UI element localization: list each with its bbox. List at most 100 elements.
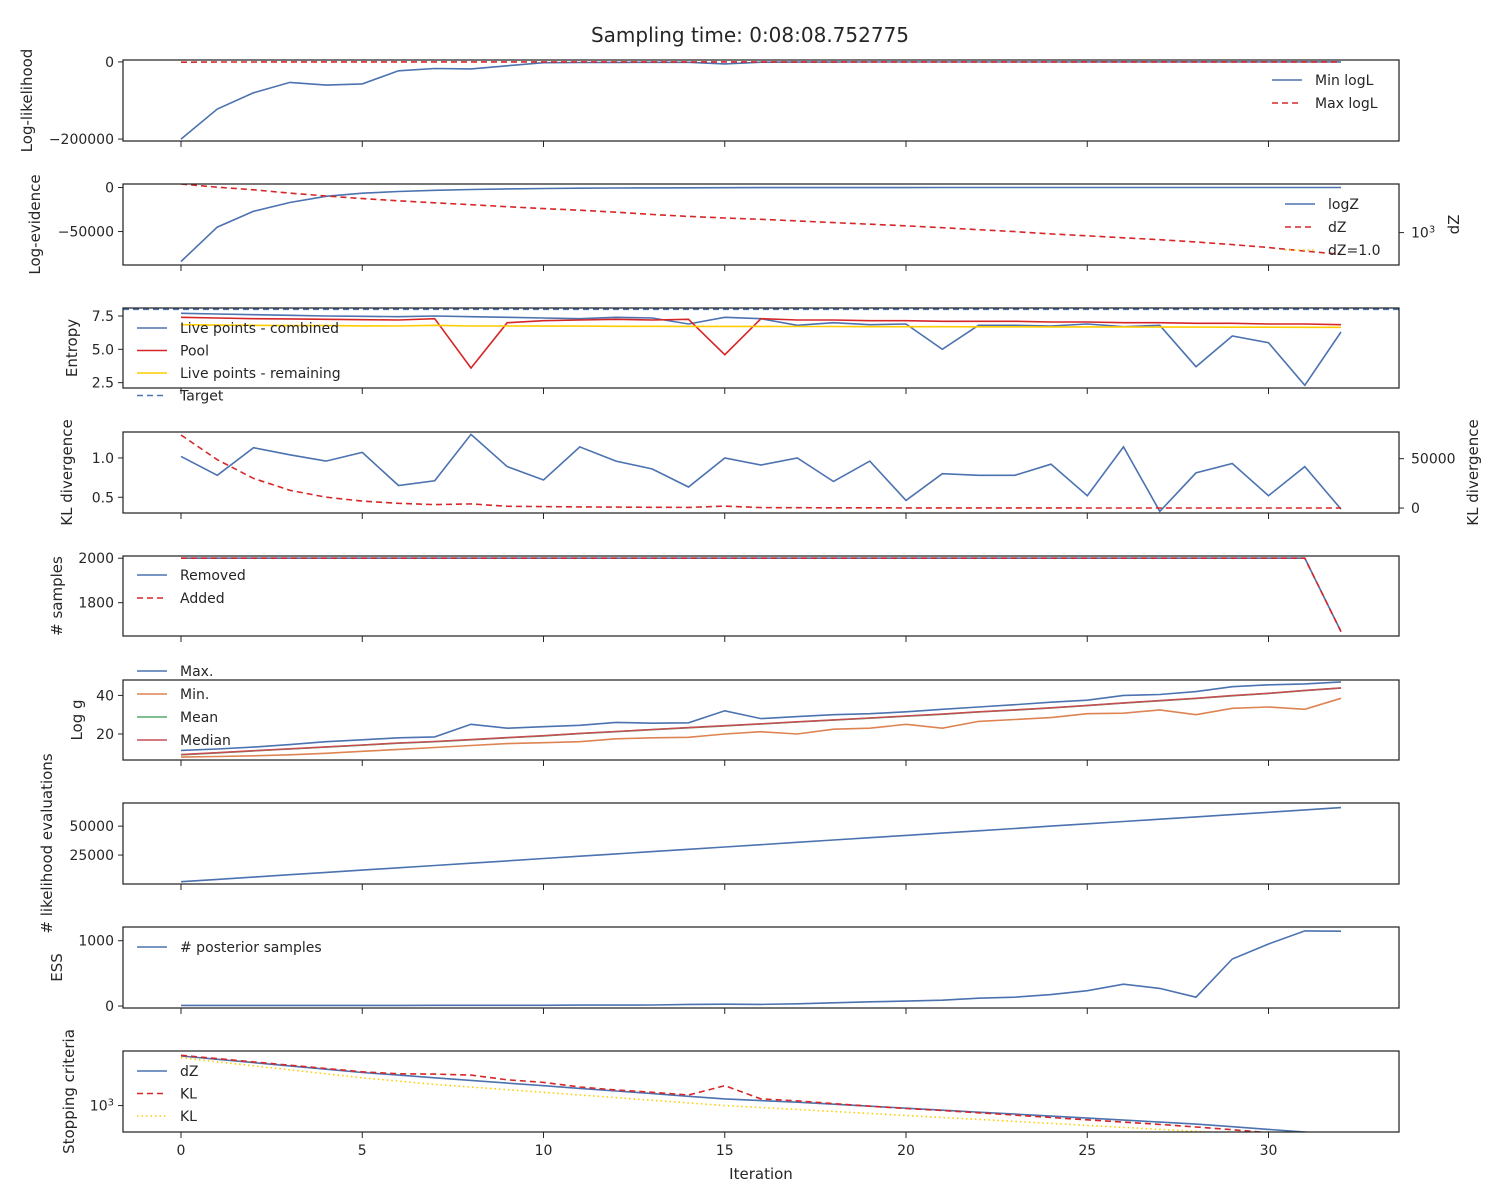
y-tick-label: 50000 [69,819,114,835]
x-tick-label: 20 [897,1143,915,1159]
legend-entry: Added [180,591,225,607]
y-tick-label: 20 [96,727,114,743]
series-group [180,61,1341,140]
y-tick-label: 1800 [78,596,114,612]
y-axis-label: Stopping criteria [60,1029,78,1154]
legend-entry: logZ [1328,197,1359,213]
panel-loglikelihood: 0 −200000 Log-likelihood Min logL Max logL [18,49,1400,153]
panel-kl: 1.0 0.5 50000 0 KL divergence KL divergence [58,419,1482,525]
panel-ess: 1000 0 ESS # posterior samples [48,926,1400,1015]
series-group [123,308,1399,387]
panel-samples: 2000 1800 # samples Removed Added [48,551,1400,642]
legend: Removed Added [137,568,246,607]
series-line-0 [180,433,1342,513]
legend-entry: Removed [180,568,246,584]
series-live-points-combined [180,312,1342,387]
series-kl [180,1054,1270,1132]
legend: logZ dZ dZ=1.0 [1285,197,1380,259]
series-group [180,433,1342,513]
x-tick-label: 5 [358,1143,367,1159]
figure-title: Sampling time: 0:08:08.752775 [591,23,909,47]
series-added [181,557,1342,632]
legend-entry: Mean [180,710,218,726]
y-tick-label: 0 [105,999,114,1015]
series-median [180,687,1342,756]
y-axis-label: KL divergence [58,419,76,525]
series-dz [180,1055,1316,1132]
y-tick-label: 2.5 [92,376,114,392]
series-min-logl [180,61,1341,140]
legend-entry: Median [180,733,231,749]
y2-axis-label: dZ [1445,215,1463,235]
series--posterior-samples [181,930,1342,1007]
y-axis-label: Log-evidence [26,174,44,274]
panels: 0 −200000 Log-likelihood Min logL Max logL 0 −… [18,49,1482,1159]
legend-entry: Live points - remaining [180,366,341,382]
plot-frame [122,307,1400,389]
legend-entry: dZ [1328,220,1346,236]
y-tick-label: 0 [105,181,114,197]
y-axis-label: # samples [48,556,66,636]
y-tick-label: −50000 [58,225,114,241]
y-tick-label: 2000 [78,551,114,567]
legend-entry: Min logL [1315,73,1374,89]
legend: Min logL Max logL [1272,73,1378,112]
series-group [181,557,1342,632]
y-tick-label: 0.5 [92,490,114,506]
legend-entry: KL [180,1109,197,1125]
legend: dZ KL KL [137,1064,198,1125]
series-max- [180,681,1342,752]
y-tick-label: 7.5 [92,309,114,325]
legend-entry: Target [179,389,224,405]
y-tick-label: 40 [96,688,114,704]
x-axis-label: Iteration [729,1165,793,1183]
y-tick-label: 5.0 [92,342,114,358]
series-group [180,1054,1316,1132]
panel-logg: 40 20 Log g Max. Min. Mean Median [68,664,1400,766]
legend-entry: # posterior samples [180,940,322,956]
plot-frame [122,926,1400,1009]
x-tick-label: 25 [1078,1143,1096,1159]
series-pool [180,316,1342,370]
legend-entry: Max. [180,664,213,680]
legend-entry: Min. [180,687,209,703]
panel-stopping: 103 0 5 10 15 20 25 30 Stopping criteria dZ KL KL [60,1029,1400,1159]
series-dz [180,184,1342,256]
legend-entry: Pool [180,344,209,360]
y2-axis-label: KL divergence [1464,419,1482,525]
legend-entry: Max logL [1315,96,1378,112]
plot-frame [122,802,1400,885]
legend-entry: dZ [180,1064,198,1080]
y-tick-label: 1.0 [92,451,114,467]
plot-frame [122,59,1400,142]
y-tick-label: 1000 [78,934,114,950]
series-group [180,184,1342,263]
y-axis-label: ESS [48,953,66,982]
x-tick-label: 10 [535,1143,553,1159]
plot-frame [122,555,1400,637]
y-tick-label: 25000 [69,848,114,864]
y2-tick-label: 0 [1411,501,1420,517]
y-tick-label: −200000 [49,132,114,148]
plot-frame [122,183,1400,266]
panel-entropy: 7.5 5.0 2.5 Entropy Live points - combined Po… [63,307,1400,405]
series-group [181,930,1342,1007]
y-tick-label: 103 [90,1097,114,1115]
panel-evaluations: 50000 25000 # likelihood evaluations [38,753,1400,934]
plot-frame [122,431,1400,514]
series-line-0 [180,806,1342,883]
series-kl [180,1056,1219,1132]
y-axis-label: # likelihood evaluations [38,753,56,933]
series-group [180,806,1342,883]
plot-frame [122,1050,1400,1133]
x-tick-label: 15 [716,1143,734,1159]
y-axis-label: Log-likelihood [18,49,36,153]
legend: Max. Min. Mean Median [137,664,231,749]
panel-logevidence: 0 −50000 103 Log-evidence dZ logZ dZ dZ=1.0 [26,174,1463,274]
y2-tick-label: 50000 [1411,452,1456,468]
legend: Live points - combined Pool Live points - … [137,321,341,405]
series-min- [180,697,1342,758]
x-tick-label: 0 [177,1143,186,1159]
series-logz [180,186,1341,263]
